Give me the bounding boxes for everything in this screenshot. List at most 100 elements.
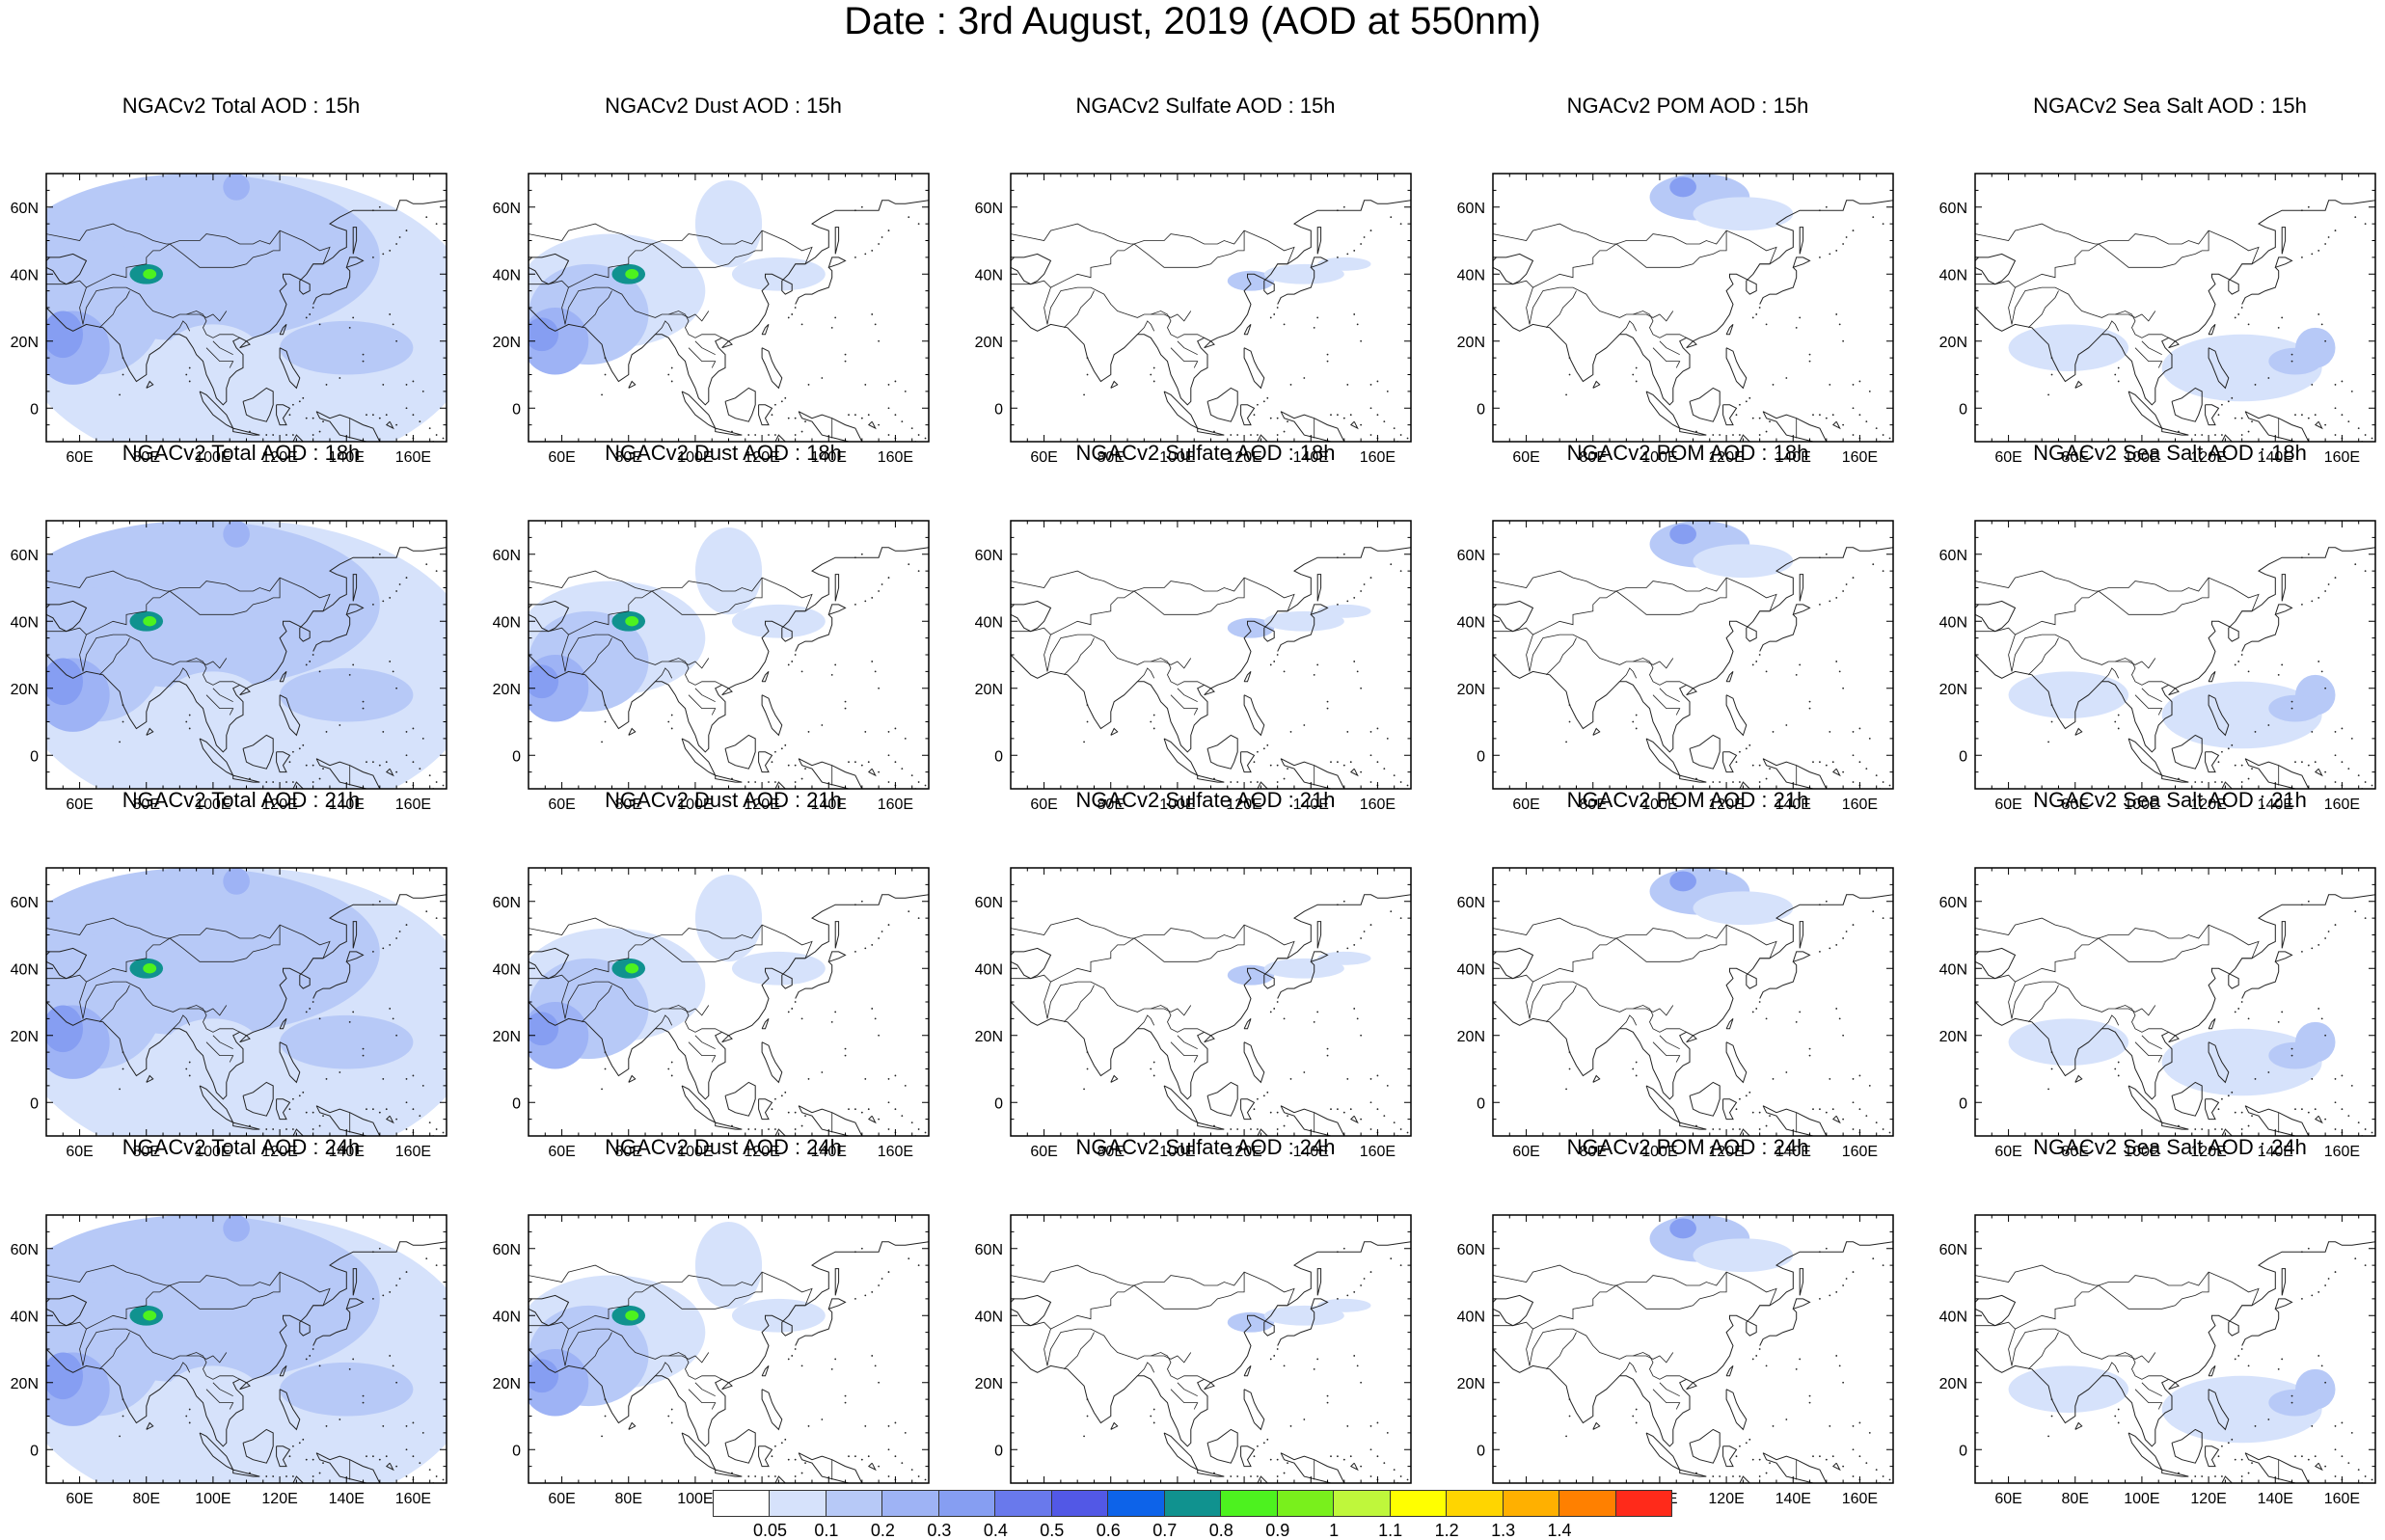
- island: [731, 1124, 733, 1127]
- island: [348, 1020, 351, 1023]
- island: [1785, 377, 1788, 379]
- country-border: [1619, 320, 1638, 336]
- island: [771, 1108, 773, 1111]
- coastline: [2171, 1081, 2203, 1117]
- island: [372, 1251, 374, 1254]
- island: [830, 673, 833, 676]
- island: [362, 1394, 365, 1397]
- island: [1785, 1071, 1788, 1073]
- island: [1758, 781, 1761, 783]
- island: [1865, 1462, 1868, 1465]
- island: [1303, 1071, 1306, 1073]
- island: [2364, 434, 2367, 436]
- island: [1751, 1011, 1754, 1013]
- island: [339, 1071, 341, 1073]
- island: [2354, 216, 2357, 219]
- island: [1313, 326, 1315, 329]
- island: [1369, 731, 1372, 733]
- y-tick-label: 0: [512, 401, 521, 418]
- island: [312, 1348, 314, 1350]
- island: [774, 1128, 776, 1130]
- coastline: [1725, 1041, 1748, 1084]
- country-border: [528, 917, 652, 939]
- island: [804, 1462, 806, 1465]
- coastline: [1277, 951, 1329, 999]
- y-tick-label: 20N: [11, 1376, 39, 1392]
- country-border: [655, 667, 673, 683]
- aod-region: [1669, 524, 1696, 545]
- coastline: [1689, 734, 1721, 770]
- country-border: [1512, 627, 1533, 672]
- coastline: [795, 604, 847, 652]
- island: [881, 583, 883, 585]
- y-tick-label: 20N: [1939, 682, 1967, 698]
- island: [419, 420, 421, 423]
- aod-field: [1493, 1215, 1893, 1483]
- island: [122, 1398, 124, 1401]
- island: [1748, 396, 1751, 399]
- y-tick-label: 40N: [975, 961, 1003, 978]
- island: [2320, 1017, 2323, 1020]
- y-tick-label: 60N: [11, 1242, 39, 1258]
- island: [428, 1469, 431, 1471]
- island: [1356, 323, 1359, 326]
- island: [1735, 414, 1738, 417]
- coastlines: [1011, 1241, 1411, 1483]
- island: [867, 414, 870, 417]
- coastline: [276, 751, 291, 773]
- island: [122, 1415, 124, 1418]
- country-border: [1546, 985, 1577, 1023]
- island: [2240, 654, 2243, 656]
- island: [1882, 570, 1884, 573]
- x-tick-label: 140E: [811, 1144, 847, 1160]
- island: [339, 724, 341, 726]
- aod-region: [1669, 176, 1696, 198]
- island: [2327, 583, 2330, 585]
- coastline: [834, 921, 840, 949]
- island: [339, 1418, 341, 1420]
- island: [1236, 781, 1239, 783]
- island: [382, 384, 385, 386]
- island: [2314, 1455, 2317, 1458]
- island: [2221, 1128, 2223, 1130]
- island: [1250, 781, 1252, 783]
- island: [2234, 316, 2236, 319]
- island: [1739, 1475, 1741, 1477]
- island: [395, 1381, 398, 1384]
- coastline: [628, 1074, 637, 1083]
- island: [1349, 1455, 1352, 1458]
- x-tick-label: 100E: [195, 449, 230, 466]
- coastline: [1243, 1365, 1252, 1377]
- coastlines: [1975, 1241, 2375, 1483]
- island: [2178, 1124, 2180, 1127]
- country-border: [1633, 658, 1674, 669]
- island: [854, 1108, 856, 1111]
- coastline: [1349, 1462, 1359, 1472]
- country-border: [1633, 311, 1674, 322]
- island: [2227, 1094, 2230, 1097]
- x-tick-label: 120E: [2190, 797, 2226, 813]
- island: [807, 731, 810, 733]
- island: [1852, 754, 1855, 757]
- panel-title: NGACv2 Dust AOD : 21h: [605, 788, 842, 812]
- island: [1751, 1358, 1754, 1361]
- country-border: [2134, 1041, 2163, 1063]
- island: [378, 900, 381, 903]
- aod-field: [528, 868, 929, 1136]
- coastline: [1831, 1462, 1841, 1472]
- island: [2301, 1455, 2303, 1458]
- island: [1758, 1475, 1761, 1477]
- island: [2050, 1415, 2053, 1418]
- aod-field: [46, 868, 447, 1136]
- y-tick-label: 20N: [1457, 682, 1485, 698]
- x-tick-label: 120E: [261, 449, 297, 466]
- coastline: [1257, 1475, 1268, 1483]
- island: [1269, 1111, 1272, 1114]
- colorbar-label: 0.8: [1208, 1521, 1233, 1540]
- country-border: [46, 223, 170, 245]
- country-border: [1619, 1014, 1638, 1030]
- country-border: [1170, 347, 1199, 368]
- country-border: [1050, 1271, 1295, 1330]
- island: [249, 1472, 251, 1474]
